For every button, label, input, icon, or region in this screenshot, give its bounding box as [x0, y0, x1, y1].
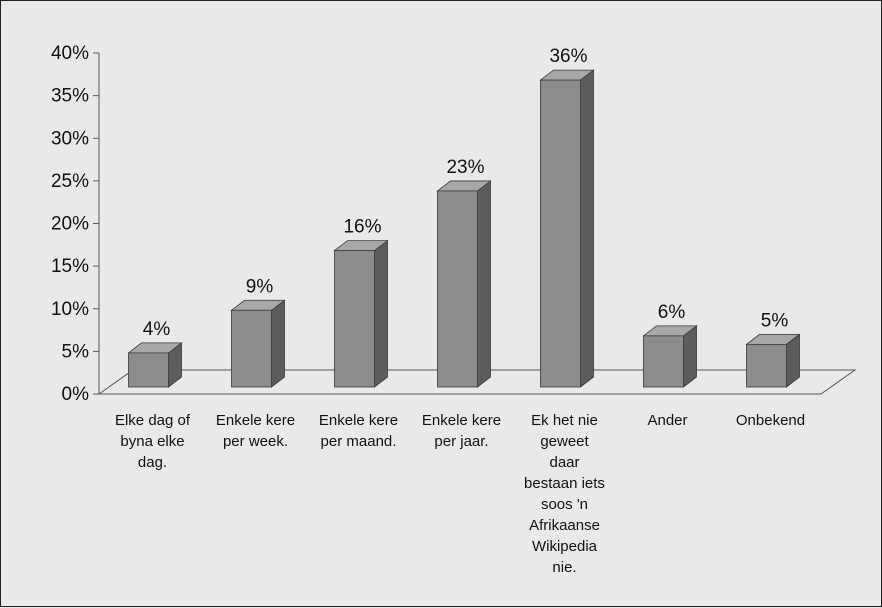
category-label-line: Enkele kere: [422, 412, 501, 429]
data-label: 6%: [658, 302, 686, 323]
category-label-line: Wikipedia: [532, 538, 598, 555]
data-label: 23%: [446, 157, 484, 178]
data-label: 36%: [549, 46, 587, 67]
category-label-line: Enkele kere: [216, 412, 295, 429]
category-label-line: daar: [549, 454, 579, 471]
category-label-line: dag.: [138, 454, 167, 471]
data-label: 16%: [343, 217, 381, 238]
bar-front: [437, 190, 478, 388]
bar-side: [683, 325, 697, 388]
category-label-line: Onbekend: [736, 412, 805, 429]
bar: [436, 180, 492, 388]
category-label-line: per maand.: [321, 433, 397, 450]
y-tick-label: 35%: [51, 86, 89, 107]
bar: [642, 325, 698, 388]
bar-front: [643, 335, 684, 388]
category-labels: Elke dag of byna elke dag. Enkele kere per w…: [115, 412, 805, 576]
data-label: 9%: [246, 276, 274, 297]
chart-floor-outline: [97, 369, 857, 395]
y-tick-label: 0%: [62, 384, 90, 405]
category-label-line: Afrikaanse: [529, 517, 600, 534]
bar-side: [580, 69, 594, 388]
category-label: Enkele kere per week.: [216, 412, 295, 450]
y-axis: 0% 5% 10% 15% 20% 25% 30% 35% 40%: [51, 43, 100, 405]
bar-front: [231, 309, 272, 388]
category-label-line: soos 'n: [541, 496, 588, 513]
y-tick-label: 25%: [51, 171, 89, 192]
category-label-line: bestaan iets: [524, 475, 605, 492]
category-label-line: Enkele kere: [319, 412, 398, 429]
bar: [127, 342, 183, 388]
category-label-line: nie.: [552, 559, 576, 576]
y-tick-label: 20%: [51, 214, 89, 235]
y-tick-label: 30%: [51, 128, 89, 149]
category-label-line: per jaar.: [434, 433, 488, 450]
y-tick-label: 40%: [51, 43, 89, 64]
bar: [745, 333, 801, 388]
y-tick-label: 10%: [51, 299, 89, 320]
category-label-line: Ek het nie: [531, 412, 598, 429]
category-label-line: per week.: [223, 433, 288, 450]
category-label-line: byna elke: [120, 433, 184, 450]
bar-front: [746, 343, 787, 388]
y-tick-label: 15%: [51, 256, 89, 277]
category-label: Onbekend: [736, 412, 805, 429]
bar-side: [271, 299, 285, 388]
data-labels: 4% 9% 16% 23% 36% 6% 5%: [143, 46, 789, 340]
category-label: Ander: [647, 412, 687, 429]
data-label: 4%: [143, 319, 171, 340]
category-label: Elke dag of byna elke dag.: [115, 412, 191, 471]
bar-side: [477, 180, 491, 388]
bar: [333, 239, 389, 388]
category-label-line: Elke dag of: [115, 412, 191, 429]
bar: [230, 299, 286, 388]
category-label: Ek het nie geweet daar bestaan iets soos 'n A…: [524, 412, 605, 576]
chart-floor: [97, 369, 857, 395]
data-label: 5%: [761, 310, 789, 331]
bar-front: [540, 79, 581, 388]
bar-front: [334, 250, 375, 388]
category-label: Enkele kere per maand.: [319, 412, 398, 450]
y-tick-label: 5%: [62, 341, 90, 362]
category-label-line: Ander: [647, 412, 687, 429]
bar-side: [374, 239, 388, 388]
category-label-line: geweet: [540, 433, 589, 450]
category-label: Enkele kere per jaar.: [422, 412, 501, 450]
bars: [127, 69, 801, 388]
bar-front: [128, 352, 169, 388]
bar: [539, 69, 595, 388]
